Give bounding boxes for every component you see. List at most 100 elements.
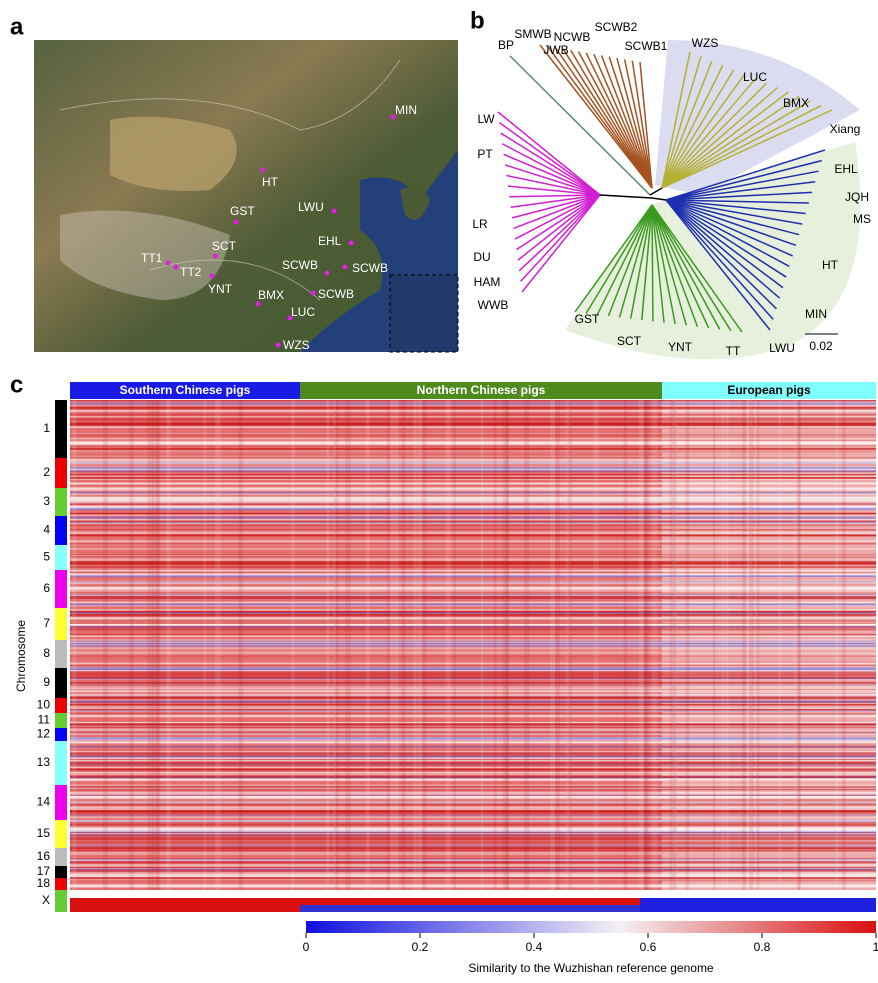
heatmap-row: [70, 798, 876, 799]
heatmap-row: [70, 833, 876, 834]
heatmap-row: [70, 532, 876, 534]
map-label: SCT: [212, 239, 237, 253]
map-label: SCWB: [282, 258, 318, 272]
heatmap-row: [70, 694, 876, 696]
heatmap-col: [503, 400, 509, 890]
heatmap-row: [70, 851, 876, 852]
heatmap-x: [70, 898, 300, 912]
heatmap-row: [70, 483, 876, 484]
heatmap-row: [70, 806, 876, 808]
heatmap-row: [70, 848, 876, 850]
map-label: EHL: [318, 234, 342, 248]
tree-label: YNT: [668, 340, 693, 354]
heatmap-row: [70, 814, 876, 816]
colorbar-label: Similarity to the Wuzhishan reference ge…: [468, 961, 714, 975]
heatmap-row: [70, 813, 876, 815]
tree-label: MS: [853, 212, 871, 226]
tree-branch: [571, 50, 652, 188]
heatmap: [70, 400, 876, 912]
heatmap-row: [70, 514, 876, 516]
heatmap-row: [70, 829, 876, 831]
heatmap-row: [70, 713, 876, 715]
map-label: BMX: [258, 288, 284, 302]
heatmap-row: [70, 792, 876, 793]
heatmap-row: [70, 724, 876, 725]
map-label: GST: [230, 204, 255, 218]
heatmap-row: [70, 877, 876, 878]
heatmap-row: [70, 663, 876, 665]
heatmap-row: [70, 437, 876, 438]
heatmap-row: [70, 773, 876, 774]
heatmap-row: [70, 594, 876, 596]
heatmap-x: [300, 905, 640, 912]
heatmap-col: [494, 400, 497, 890]
heatmap-row: [70, 841, 876, 843]
heatmap-x: [640, 898, 876, 912]
heatmap-row: [70, 617, 876, 619]
tree-label: LW: [477, 112, 495, 126]
heatmap-col: [755, 400, 757, 890]
heatmap-row: [70, 634, 876, 635]
figure: a b c Chromosome Similarity to the Wuzhi…: [0, 0, 878, 978]
chromosome-label: 16: [37, 849, 51, 863]
chromosome-strip: [55, 741, 67, 785]
heatmap-row: [70, 864, 876, 865]
heatmap-row: [70, 461, 876, 462]
heatmap-row: [70, 686, 876, 687]
chromosome-strip: [55, 890, 67, 912]
heatmap-col: [742, 400, 746, 890]
heatmap-row: [70, 655, 876, 656]
heatmap-col: [394, 400, 398, 890]
heatmap-row: [70, 456, 876, 457]
heatmap-col: [567, 400, 571, 890]
heatmap-col: [103, 400, 108, 890]
panel-label: b: [470, 7, 485, 34]
heatmap-row: [70, 678, 876, 679]
heatmap-row: [70, 824, 876, 825]
map-label: HT: [262, 175, 279, 189]
heatmap-row: [70, 651, 876, 653]
heatmap-col: [238, 400, 243, 890]
heatmap-col: [778, 400, 781, 890]
tree-branch: [498, 112, 600, 195]
heatmap-col: [685, 400, 689, 890]
chromosome-label: 1: [43, 421, 50, 435]
heatmap-col: [413, 400, 417, 890]
map-point: [234, 220, 239, 225]
tree-label: WWB: [478, 298, 509, 312]
heatmap-row: [70, 427, 876, 428]
chromosome-strip: [55, 640, 67, 668]
tree-label: TT: [726, 344, 741, 358]
heatmap-row: [70, 674, 876, 676]
heatmap-col: [481, 400, 483, 890]
heatmap-row: [70, 489, 876, 491]
chromosome-strip: [55, 713, 67, 728]
heatmap-row: [70, 626, 876, 628]
heatmap-col: [593, 400, 598, 890]
heatmap-row: [70, 728, 876, 730]
heatmap-row: [70, 690, 876, 692]
heatmap-row: [70, 614, 876, 616]
tree-label: JQH: [845, 190, 869, 204]
map-point: [343, 265, 348, 270]
heatmap-row: [70, 738, 876, 739]
heatmap-row: [70, 543, 876, 545]
heatmap-col: [156, 400, 160, 890]
tree-label: DU: [473, 250, 490, 264]
heatmap-col: [747, 400, 753, 890]
heatmap-col: [842, 400, 846, 890]
heatmap-row: [70, 771, 876, 772]
heatmap-row: [70, 628, 876, 630]
colorbar: [306, 921, 876, 933]
heatmap-row: [70, 865, 876, 866]
heatmap-row: [70, 810, 876, 812]
chromosome-strip: [55, 728, 67, 741]
heatmap-row: [70, 858, 876, 859]
heatmap-row: [70, 839, 876, 841]
map-point: [213, 254, 218, 259]
heatmap-col: [643, 400, 649, 890]
heatmap-row: [70, 884, 876, 886]
chromosome-strip: [55, 866, 67, 878]
tree-branch: [519, 195, 600, 271]
tree-branch: [540, 45, 652, 188]
